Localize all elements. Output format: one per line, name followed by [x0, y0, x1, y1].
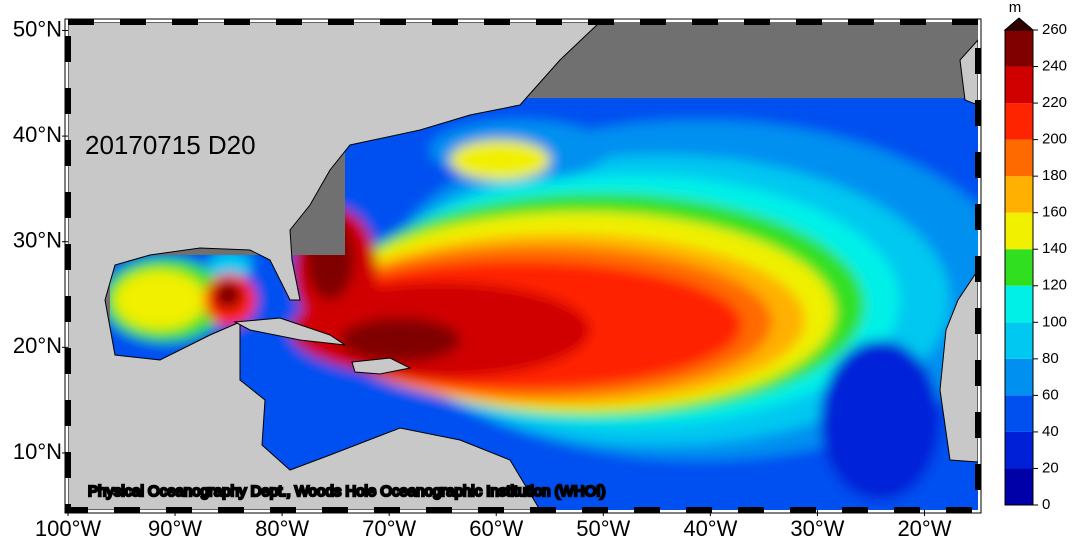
- y-tick-label: 30°N: [13, 228, 62, 253]
- colorbar-tick-label: 80: [1042, 350, 1059, 367]
- field-blobs: [110, 98, 978, 510]
- field-blob: [340, 318, 460, 362]
- colorbar-segment: [1005, 66, 1033, 104]
- field-blob: [450, 140, 550, 180]
- field-blob: [214, 281, 242, 309]
- colorbar-segment: [1005, 176, 1033, 213]
- colorbar-tick-label: 200: [1042, 131, 1067, 148]
- d20-field: [110, 98, 978, 510]
- colorbar-unit: m: [1009, 0, 1022, 16]
- y-tick-label: 10°N: [13, 439, 62, 464]
- frame-border: [65, 19, 981, 513]
- colorbar-segment: [1005, 212, 1033, 250]
- credit: Physical Oceanography Dept., Woods Hole …: [88, 483, 605, 500]
- x-tick-label: 90°W: [148, 516, 202, 541]
- y-tick-label: 20°N: [13, 333, 62, 358]
- x-tick-label: 60°W: [469, 516, 523, 541]
- land-iberia: [959, 39, 978, 106]
- map-area: 20170715 D20 Physical Oceanography Dept.…: [68, 22, 978, 510]
- colorbar-segment: [1005, 431, 1033, 469]
- colorbar-segment: [1005, 468, 1033, 505]
- colorbar-tick-label: 0: [1042, 496, 1050, 513]
- colorbar-tick-label: 60: [1042, 386, 1059, 403]
- colorbar-segment: [1005, 358, 1033, 396]
- colorbar-tick-label: 180: [1042, 167, 1067, 184]
- x-tick-label: 100°W: [35, 516, 102, 541]
- field-blob: [114, 270, 206, 330]
- x-tick-label: 30°W: [790, 516, 844, 541]
- field-blob: [820, 340, 940, 500]
- land-cuba: [233, 317, 346, 346]
- colorbar-tick-label: 220: [1042, 94, 1067, 111]
- land-africa: [939, 269, 978, 463]
- x-tick-label: 40°W: [683, 516, 737, 541]
- x-tick-label: 70°W: [362, 516, 416, 541]
- y-tick-label: 40°N: [13, 122, 62, 147]
- x-tick-label: 20°W: [897, 516, 951, 541]
- colorbar-segment: [1005, 395, 1033, 432]
- date-label: 20170715 D20: [85, 130, 256, 160]
- colorbar-segment: [1005, 285, 1033, 323]
- x-tick-label: 50°W: [576, 516, 630, 541]
- colorbar-segment: [1005, 30, 1033, 67]
- colorbar-outline: [1004, 29, 1034, 506]
- colorbar-tick-label: 20: [1042, 459, 1059, 476]
- colorbar-segment: [1005, 322, 1033, 359]
- colorbar-tick-label: 240: [1042, 58, 1067, 75]
- colorbar-segment: [1005, 103, 1033, 140]
- colorbar-extend: [1003, 17, 1035, 31]
- colorbar-segment: [1005, 139, 1033, 177]
- colorbar-tick-label: 40: [1042, 423, 1059, 440]
- field-blob: [208, 251, 252, 279]
- colorbar-tick-label: 160: [1042, 204, 1067, 221]
- colorbar-tick-label: 260: [1042, 21, 1067, 38]
- frame-outline: [64, 18, 982, 514]
- colorbar-tick-label: 100: [1042, 313, 1067, 330]
- colorbar-tick-label: 140: [1042, 240, 1067, 257]
- x-tick-label: 80°W: [255, 516, 309, 541]
- colorbar-segment: [1005, 249, 1033, 286]
- colorbar-tick-label: 120: [1042, 277, 1067, 294]
- y-tick-label: 50°N: [13, 16, 62, 41]
- land-americas: [68, 22, 601, 510]
- land-hispaniola: [351, 357, 412, 375]
